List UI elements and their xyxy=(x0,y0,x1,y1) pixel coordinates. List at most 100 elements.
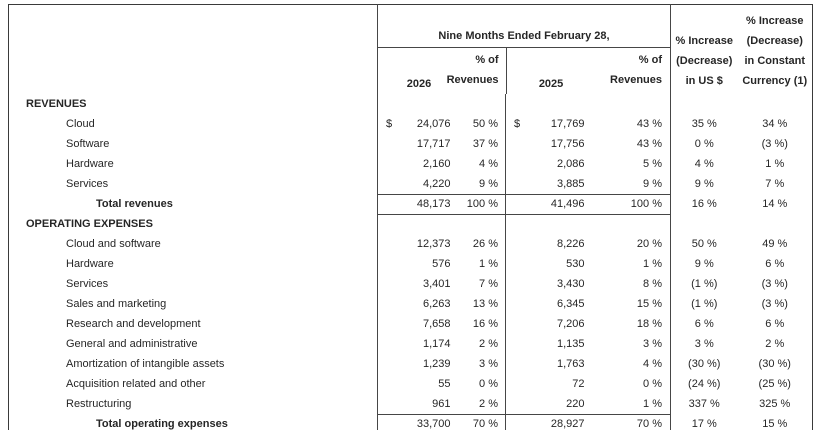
value-2026-text: 576 xyxy=(432,258,451,270)
pct-increase-usd-value xyxy=(671,94,738,114)
table-row: Hardware 2,160 4 % 2,086 5 % 4 % 1 % xyxy=(8,154,813,174)
row-label: Services xyxy=(8,174,378,194)
value-2026: 33,700 xyxy=(377,413,460,430)
dollar-sign: $ xyxy=(514,118,521,130)
pct-increase-constant-currency-value xyxy=(738,94,813,114)
value-2026-text: 17,717 xyxy=(416,138,451,150)
row-label: Total revenues xyxy=(8,194,378,214)
value-2025: $17,769 xyxy=(506,114,596,134)
value-2025-text: 3,885 xyxy=(556,177,585,190)
table-row: Amortization of intangible assets 1,239 3 … xyxy=(8,354,813,374)
nine-months-header-group: Nine Months Ended February 28, 2026 % of… xyxy=(377,4,671,94)
table-row: Acquisition related and other 55 0 % 72 0 % (… xyxy=(8,374,813,394)
value-2025-text: 17,769 xyxy=(550,118,585,130)
value-2026: 6,263 xyxy=(378,294,460,314)
value-2026-text: 2,160 xyxy=(422,158,451,170)
pct-increase-usd-value: (24 %) xyxy=(688,378,721,390)
value-2025-text: 1,135 xyxy=(556,338,585,350)
pct-increase-constant-currency-value: 15 % xyxy=(737,414,813,430)
value-2025: 220 xyxy=(506,394,596,414)
value-2025: 8,226 xyxy=(506,234,596,254)
pct-increase-constant-currency-value: 6 % xyxy=(765,258,785,270)
pct-increase-usd-value: 35 % xyxy=(691,118,717,130)
value-2025-text: 1,763 xyxy=(556,358,585,370)
value-2026-text: 3,401 xyxy=(422,278,451,290)
row-label: Amortization of intangible assets xyxy=(8,354,378,374)
table-row: Cloud and software 12,373 26 % 8,226 20 % 50 … xyxy=(8,234,813,254)
value-2026: 48,173 xyxy=(377,193,460,215)
row-label: Cloud xyxy=(8,114,378,134)
pct-increase-usd-value: (1 %) xyxy=(691,278,718,290)
pct-of-revenues-2025: 100 % xyxy=(595,193,671,215)
pct-of-revenues-2026: 100 % xyxy=(459,193,506,215)
value-2025-text: 530 xyxy=(566,258,585,270)
pct-of-revenues-2025 xyxy=(595,214,671,234)
pct-increase-usd-value: 17 % xyxy=(670,414,738,430)
pct-increase-usd-value: 4 % xyxy=(694,158,714,170)
table-row: Hardware 576 1 % 530 1 % 9 % 6 % xyxy=(8,254,813,274)
pct-of-revenues-2026: 2 % xyxy=(459,334,506,354)
value-2025 xyxy=(506,94,596,114)
pct-of-revenues-2025: 0 % xyxy=(595,374,671,394)
pct-of-revenues-2026 xyxy=(459,94,506,114)
table-row: General and administrative 1,174 2 % 1,135 3… xyxy=(8,334,813,354)
pct-increase-constant-currency-value xyxy=(738,214,813,234)
value-2026-text: 6,263 xyxy=(422,298,451,310)
row-label: Hardware xyxy=(8,154,378,174)
pct-increase-usd-value: 16 % xyxy=(691,198,717,210)
pct-of-revenues-2026: 7 % xyxy=(459,274,506,294)
row-label: OPERATING EXPENSES xyxy=(8,214,378,234)
row-label: REVENUES xyxy=(8,94,378,114)
column-header-2025: 2025 xyxy=(538,78,564,90)
pct-increase-constant-currency-value: (3 %) xyxy=(761,298,788,310)
column-header-2026: 2026 xyxy=(406,78,432,90)
value-2026-text: 1,239 xyxy=(422,358,451,370)
pct-of-revenues-2025: 8 % xyxy=(595,274,671,294)
value-2025-text: 2,086 xyxy=(556,158,585,170)
value-2025: 2,086 xyxy=(506,154,596,174)
pct-increase-usd-value xyxy=(671,214,738,234)
column-header-pct-of-revenues-2026: % of Revenues xyxy=(446,54,499,86)
header-row: Nine Months Ended February 28, 2026 % of… xyxy=(8,4,813,94)
pct-of-revenues-2026: 50 % xyxy=(459,114,506,134)
value-2026-text: 33,700 xyxy=(416,417,451,430)
row-label: Sales and marketing xyxy=(8,294,378,314)
pct-increase-usd-value: 6 % xyxy=(694,318,714,330)
value-2025: 28,927 xyxy=(505,413,596,430)
value-2026-text: 24,076 xyxy=(416,118,451,130)
value-2026: 7,658 xyxy=(378,314,460,334)
column-header-pct-of-revenues-2025: % of Revenues xyxy=(610,54,662,86)
value-2025-text: 72 xyxy=(572,378,585,390)
value-2025-text: 8,226 xyxy=(556,238,585,250)
total-row: Total operating expenses 33,700 70 % 28,927… xyxy=(8,413,813,430)
pct-of-revenues-2026: 37 % xyxy=(459,134,506,154)
pct-increase-usd-value: (30 %) xyxy=(688,358,721,370)
table-row: Cloud $24,076 50 % $17,769 43 % 35 % 34 % xyxy=(8,114,813,134)
table-row: Services 3,401 7 % 3,430 8 % (1 %) (3 %) xyxy=(8,274,813,294)
value-2025: 72 xyxy=(506,374,596,394)
value-2026 xyxy=(378,214,460,234)
value-2025-text: 3,430 xyxy=(556,278,585,290)
pct-of-revenues-2025: 5 % xyxy=(595,154,671,174)
pct-increase-usd-value: 337 % xyxy=(688,398,720,410)
pct-of-revenues-2025 xyxy=(595,94,671,114)
table-row: Research and development 7,658 16 % 7,206 18… xyxy=(8,314,813,334)
row-label: General and administrative xyxy=(8,334,378,354)
pct-of-revenues-2025: 4 % xyxy=(595,354,671,374)
pct-of-revenues-2026: 1 % xyxy=(459,254,506,274)
value-2025-text: 28,927 xyxy=(550,417,585,430)
value-2026-text: 961 xyxy=(432,397,451,410)
value-2026: 1,239 xyxy=(378,354,460,374)
value-2025 xyxy=(506,214,596,234)
pct-increase-usd-value: 50 % xyxy=(691,238,717,250)
value-2025: 1,763 xyxy=(506,354,596,374)
table-body: REVENUES Cloud $24,076 50 % $17,769 43 % 35 % 3… xyxy=(8,94,813,430)
value-2026: 12,373 xyxy=(378,234,460,254)
pct-of-revenues-2026: 13 % xyxy=(459,294,506,314)
row-label: Services xyxy=(8,274,378,294)
section-row: REVENUES xyxy=(8,94,813,114)
pct-increase-constant-currency-value: 14 % xyxy=(762,198,788,210)
pct-of-revenues-2025: 43 % xyxy=(595,134,671,154)
pct-of-revenues-2025: 3 % xyxy=(595,334,671,354)
pct-increase-constant-currency-value: 49 % xyxy=(762,238,788,250)
